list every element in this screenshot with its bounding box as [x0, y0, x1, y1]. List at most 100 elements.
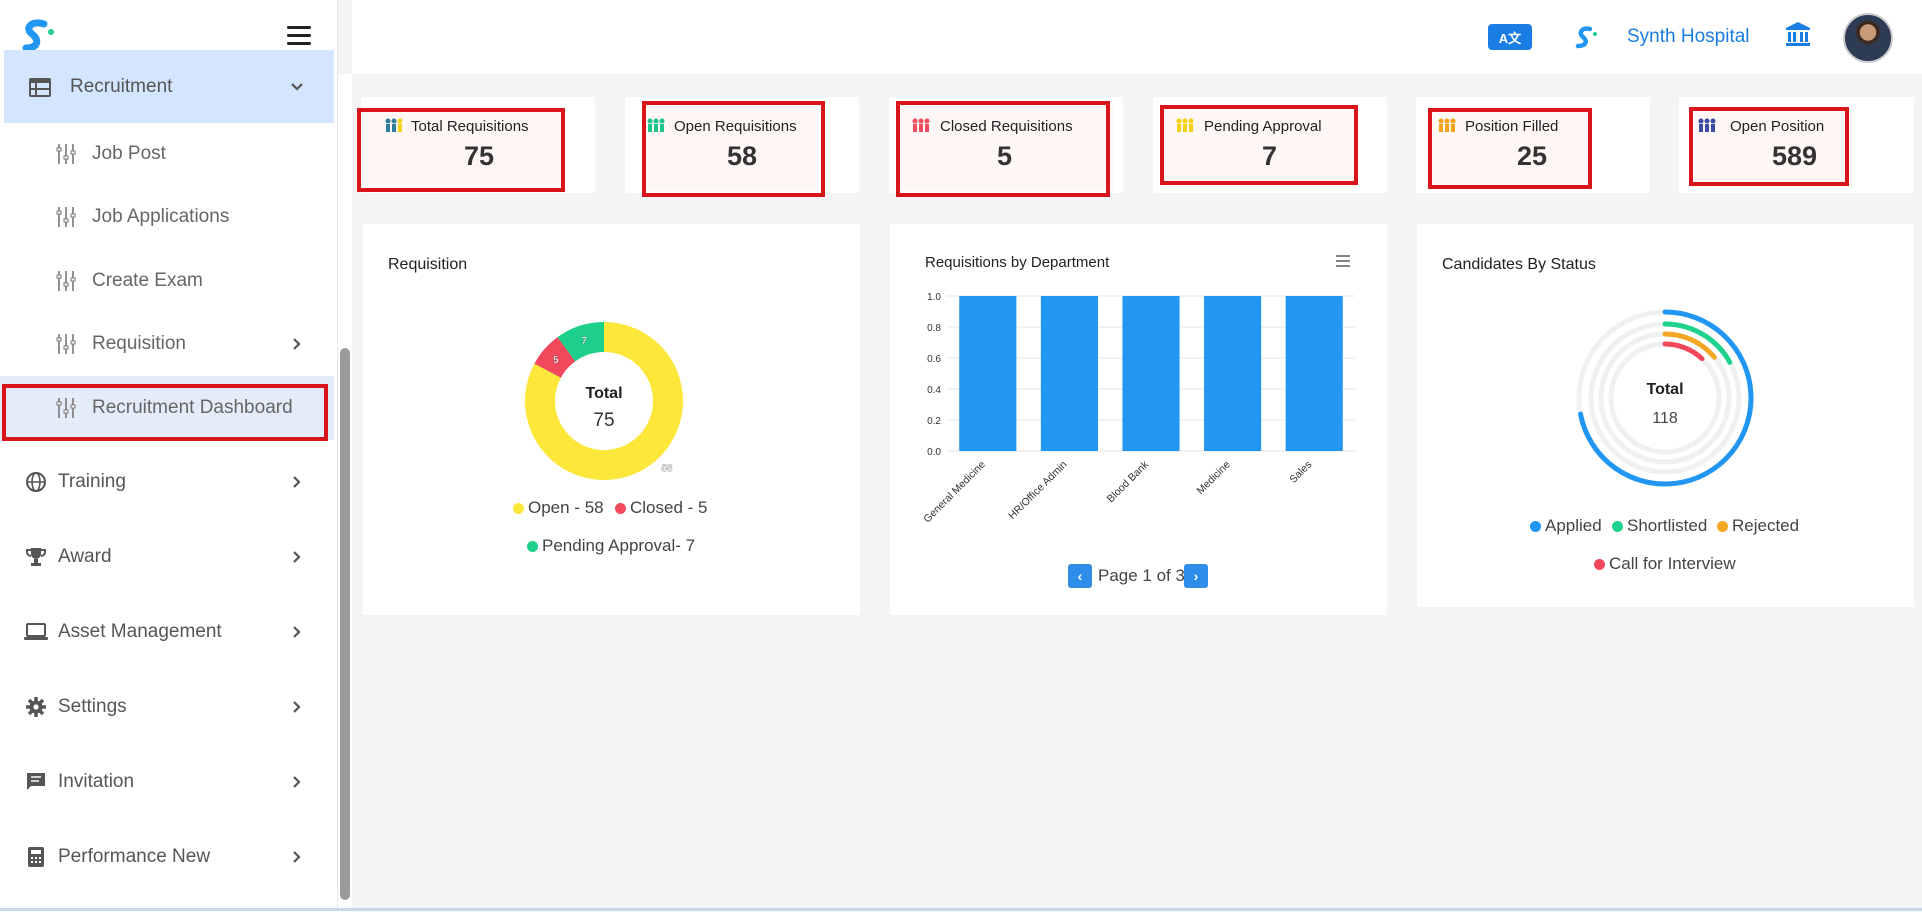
legend-closed: Closed - 5 — [615, 498, 707, 518]
sidebar-item-performance-new[interactable]: Performance New — [0, 819, 334, 894]
donut-slice-closed — [534, 337, 576, 379]
people-icon — [912, 118, 930, 132]
sidebar-item-training[interactable]: Training — [0, 444, 334, 519]
stat-label: Position Filled — [1465, 118, 1559, 135]
radial-bar — [1578, 309, 1754, 487]
message-icon — [24, 770, 48, 794]
sidebar-subitem-create-exam[interactable]: Create Exam — [0, 249, 334, 313]
panel-title: Requisition — [388, 256, 468, 273]
stat-value: 58 — [727, 141, 758, 171]
sidebar: Recruitment Job Post Job Applications Cr… — [0, 0, 338, 912]
stat-card-total-requisitions: Total Requisitions 75 — [361, 97, 595, 193]
donut-center-value: 75 — [593, 410, 614, 431]
stat-card-inner — [1432, 109, 1592, 187]
sidebar-item-label: Settings — [58, 695, 127, 717]
chevron-right-icon — [293, 475, 301, 488]
gear-icon — [24, 695, 48, 719]
sidebar-item-invitation[interactable]: Invitation — [0, 744, 334, 819]
legend-dot — [513, 502, 524, 514]
x-tick-label: HR/Office Admin — [1006, 459, 1069, 522]
stat-card-open-position: Open Position 589 — [1679, 97, 1914, 193]
sliders-icon — [56, 207, 76, 227]
legend-dot — [527, 540, 538, 552]
bar[interactable] — [1285, 296, 1343, 451]
bottom-divider — [0, 908, 1922, 911]
user-avatar[interactable] — [1843, 13, 1893, 63]
x-tick-label: General Medicine — [921, 459, 988, 526]
sidebar-item-settings[interactable]: Settings — [0, 669, 334, 744]
candidates-radial-chart: Total 118 — [1576, 309, 1754, 487]
stat-card-inner — [642, 103, 817, 191]
legend-label: Closed - 5 — [630, 498, 708, 517]
stat-value: 7 — [1262, 141, 1278, 171]
donut-slice-label: 7 — [581, 336, 587, 347]
panel-title: Requisitions by Department — [925, 254, 1110, 271]
sidebar-item-award[interactable]: Award — [0, 519, 334, 594]
subitem-label: Job Post — [92, 143, 166, 164]
sidebar-item-recruitment[interactable]: Recruitment — [4, 50, 334, 123]
chevron-down-icon — [291, 82, 303, 91]
legend-dot — [1530, 520, 1541, 532]
calculator-icon — [24, 845, 48, 869]
y-tick-label: 0.4 — [927, 385, 941, 396]
legend-call-for-interview: Call for Interview — [1594, 554, 1736, 574]
legend-rejected: Rejected — [1717, 516, 1799, 536]
stat-label: Open Position — [1730, 118, 1825, 135]
bar[interactable] — [1122, 296, 1180, 451]
sidebar-subitem-recruitment-dashboard[interactable]: Recruitment Dashboard — [0, 376, 334, 440]
legend-dot — [1717, 520, 1728, 532]
radial-center-value: 118 — [1652, 410, 1678, 427]
department-panel: Requisitions by Department 0.0 0.2 0.4 0.6 0… — [890, 224, 1387, 615]
stat-value: 25 — [1517, 141, 1548, 171]
subitem-label: Create Exam — [92, 270, 203, 291]
page-prev-button[interactable]: ‹ — [1068, 564, 1092, 588]
candidates-panel: Candidates By Status Total 118 Applied S… — [1417, 224, 1914, 607]
chart-menu-icon[interactable] — [1335, 254, 1351, 268]
legend-dot — [1612, 520, 1623, 532]
sliders-icon — [56, 334, 76, 354]
radial-bar — [1662, 331, 1717, 360]
stat-label: Open Requisitions — [674, 118, 797, 135]
legend-dot — [1594, 558, 1605, 570]
sliders-icon — [56, 271, 76, 291]
stat-card-inner — [1164, 107, 1356, 187]
stat-card-closed-requisitions: Closed Requisitions 5 — [889, 97, 1123, 193]
stat-value: 75 — [464, 141, 495, 171]
sidebar-subitem-requisition[interactable]: Requisition — [0, 312, 334, 376]
chevron-right-icon — [293, 775, 301, 788]
radial-center-label: Total — [1646, 381, 1683, 398]
y-tick-label: 1.0 — [927, 292, 941, 303]
stat-value: 5 — [997, 141, 1013, 171]
x-tick-label: Sales — [1287, 459, 1314, 486]
sidebar-item-label: Training — [58, 470, 126, 492]
hamburger-menu-button[interactable] — [287, 26, 311, 46]
chevron-right-icon — [293, 550, 301, 563]
stat-value: 589 — [1772, 141, 1818, 171]
stat-card-pending-approval: Pending Approval 7 — [1153, 97, 1387, 193]
page-next-button[interactable]: › — [1184, 564, 1208, 588]
legend-label: Pending Approval- 7 — [542, 536, 696, 555]
hospital-logo — [1575, 26, 1597, 49]
requisition-donut: 58 5 7 Total 75 — [525, 322, 683, 480]
x-tick-label: Blood Bank — [1105, 458, 1152, 505]
legend-label: Call for Interview — [1609, 554, 1736, 573]
bar[interactable] — [959, 296, 1017, 451]
stat-card-position-filled: Position Filled 25 — [1416, 97, 1650, 193]
legend-applied: Applied — [1530, 516, 1602, 536]
chevron-right-icon — [293, 338, 301, 350]
pagination-text: Page 1 of 3 — [1098, 566, 1185, 585]
sidebar-subitem-job-applications[interactable]: Job Applications — [0, 185, 334, 249]
laptop-icon — [24, 620, 48, 644]
stat-label: Closed Requisitions — [940, 118, 1073, 135]
logo-area — [0, 0, 337, 74]
bar[interactable] — [1204, 296, 1262, 451]
sidebar-subitem-job-post[interactable]: Job Post — [0, 122, 334, 186]
sidebar-scrollbar-thumb[interactable] — [340, 348, 350, 900]
bar[interactable] — [1040, 296, 1098, 451]
hospital-name[interactable]: Synth Hospital — [1627, 26, 1750, 47]
department-bar-chart: 0.0 0.2 0.4 0.6 0.8 1.0 General Medicine HR/Off… — [921, 292, 1355, 526]
sidebar-item-asset-management[interactable]: Asset Management — [0, 594, 334, 669]
donut-center-label: Total — [585, 385, 622, 402]
stat-card-inner — [1694, 107, 1852, 187]
translate-button[interactable]: A文 — [1488, 24, 1532, 50]
